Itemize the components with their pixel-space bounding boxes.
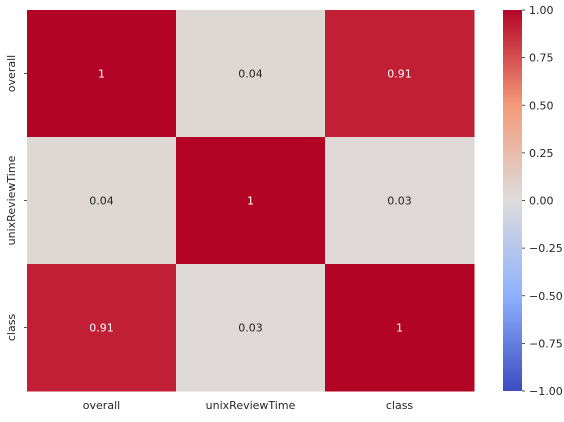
x-tick-label: overall xyxy=(83,399,120,412)
colorbar-tick-label: −0.25 xyxy=(529,242,563,255)
heatmap-cell xyxy=(27,137,177,265)
heatmap-cell xyxy=(325,137,475,265)
cell-value-label: 0.03 xyxy=(387,195,412,208)
cell-value-label: 0.04 xyxy=(238,68,263,81)
cell-value-label: 1 xyxy=(98,68,105,81)
cell-value-label: 0.91 xyxy=(387,68,412,81)
y-tick-label: unixReviewTime xyxy=(5,155,18,245)
heatmap-cells: 1 0.04 0.91 0.04 1 0.03 0.91 0.03 1 xyxy=(27,10,475,392)
colorbar-tick-label: −1.00 xyxy=(529,385,563,398)
colorbar-tick-label: −0.50 xyxy=(529,290,563,303)
colorbar-tick-label: 0.25 xyxy=(529,147,554,160)
colorbar-gradient xyxy=(503,10,522,391)
colorbar-tick-label: 0.00 xyxy=(529,195,554,208)
y-tick-label: class xyxy=(5,314,18,342)
y-tick-labels: overall unixReviewTime class xyxy=(5,55,27,341)
x-tick-label: unixReviewTime xyxy=(206,399,296,412)
x-tick-labels: overall unixReviewTime class xyxy=(83,399,414,412)
heatmap-cell xyxy=(176,137,326,265)
cell-value-label: 1 xyxy=(396,322,403,335)
heatmap-cell xyxy=(27,264,177,392)
cell-value-label: 0.04 xyxy=(89,195,114,208)
heatmap-cell xyxy=(325,264,475,392)
heatmap-cell xyxy=(325,10,475,138)
heatmap-cell xyxy=(176,264,326,392)
colorbar-tick-label: 1.00 xyxy=(529,4,554,17)
x-tick-label: class xyxy=(386,399,414,412)
y-tick-label: overall xyxy=(5,55,18,92)
cell-value-label: 1 xyxy=(247,195,254,208)
colorbar-tick-label: 0.75 xyxy=(529,52,554,65)
cell-value-label: 0.03 xyxy=(238,322,263,335)
cell-value-label: 0.91 xyxy=(89,322,114,335)
colorbar-tick-label: 0.50 xyxy=(529,99,554,112)
colorbar-tick-label: −0.75 xyxy=(529,337,563,350)
colorbar: 1.00 0.75 0.50 0.25 0.00 −0.25 −0.50 −0.75 −1.00 xyxy=(503,4,563,398)
heatmap-cell xyxy=(176,10,326,138)
heatmap-cell xyxy=(27,10,177,138)
